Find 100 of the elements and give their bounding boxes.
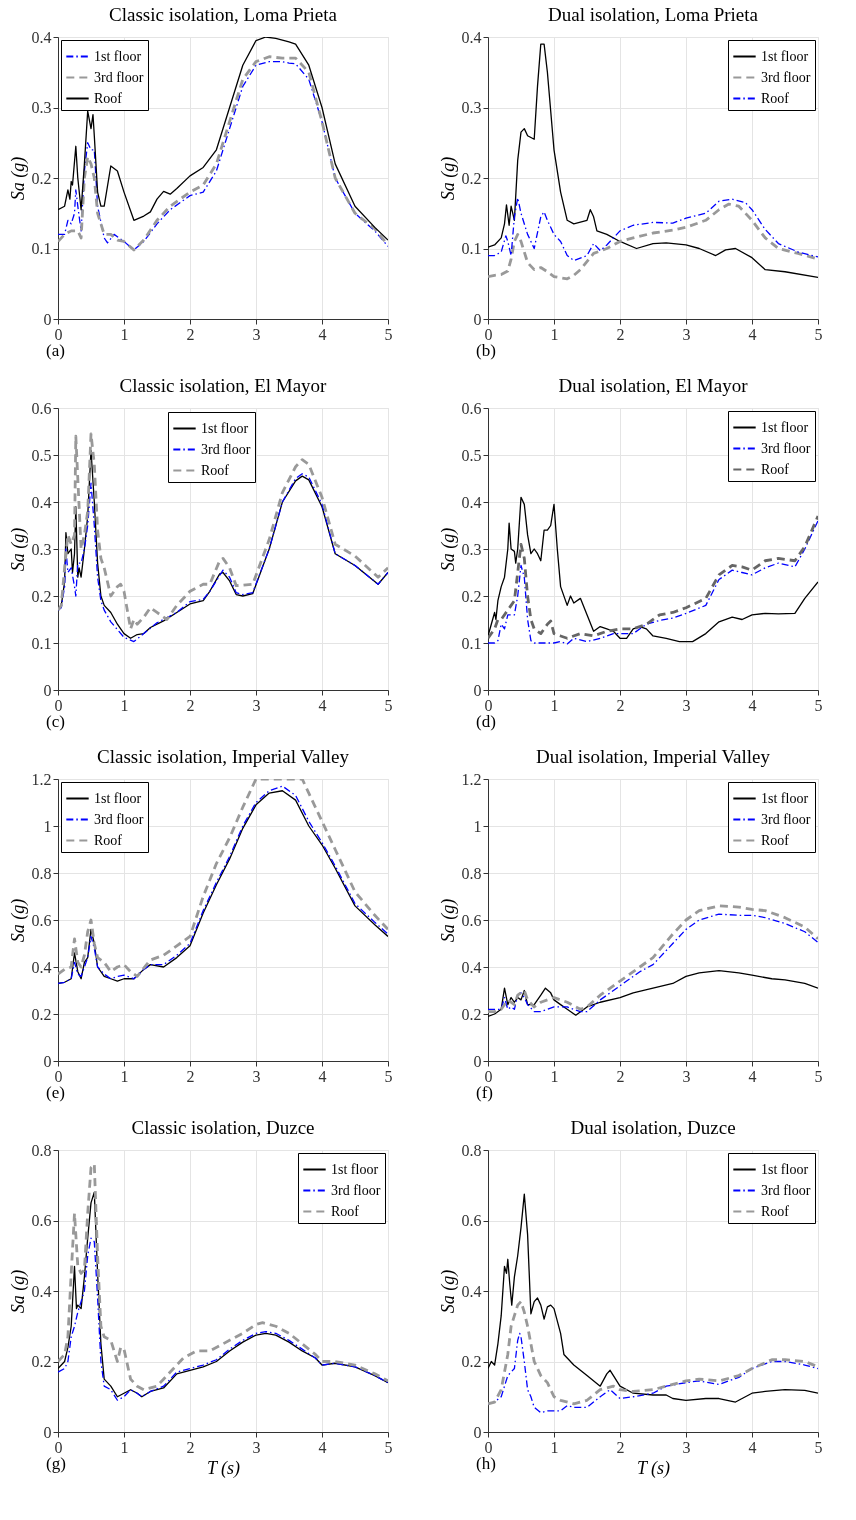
x-tick-label: 2	[616, 1438, 625, 1456]
x-axis-title: T (s)	[636, 1457, 671, 1479]
y-tick-label: 1.2	[31, 770, 52, 788]
x-tick-label: 5	[384, 325, 393, 343]
x-tick-label: 1	[550, 696, 559, 714]
y-tick-label: 0	[43, 310, 52, 328]
chart-title: Classic isolation, Duzce	[131, 1117, 315, 1138]
chart-title: Dual isolation, Duzce	[570, 1117, 736, 1138]
y-tick-label: 0.6	[461, 911, 482, 929]
y-tick-label: 0	[43, 1052, 52, 1070]
x-tick-label: 3	[682, 696, 691, 714]
y-tick-label: 0.3	[461, 540, 482, 558]
legend-label: 3rd floor	[331, 1182, 381, 1198]
y-tick-label: 0.6	[31, 911, 52, 929]
legend-label: Roof	[94, 832, 123, 848]
x-tick-label: 1	[120, 1438, 129, 1456]
line-series	[488, 197, 818, 262]
legend-label: 1st floor	[201, 420, 249, 436]
x-tick-label: 1	[120, 696, 129, 714]
x-tick-label: 1	[550, 325, 559, 343]
y-tick-label: 0.2	[461, 587, 482, 605]
y-tick-label: 0.4	[461, 1282, 482, 1300]
x-tick-label: 5	[384, 1067, 393, 1085]
text: (d)	[476, 712, 496, 731]
legend-label: Roof	[201, 462, 230, 478]
y-tick-label: 0.1	[31, 634, 52, 652]
x-tick-label: 1	[550, 1438, 559, 1456]
x-tick-label: 5	[814, 325, 823, 343]
y-tick-label: 0.1	[31, 240, 52, 257]
y-tick-label: 0.3	[461, 99, 482, 116]
x-tick-label: 3	[682, 1067, 691, 1085]
y-tick-label: 0.2	[31, 1353, 52, 1370]
y-axis-title: Sa (g)	[437, 1269, 459, 1314]
x-tick-label: 4	[748, 1438, 757, 1456]
legend-label: 3rd floor	[201, 441, 251, 457]
y-tick-label: 1	[473, 817, 482, 835]
y-tick-label: 0.4	[31, 1282, 52, 1300]
line-series	[488, 1300, 818, 1406]
legend-label: Roof	[761, 90, 790, 106]
y-tick-label: 0.2	[461, 1353, 482, 1370]
x-tick-label: 2	[616, 1067, 625, 1085]
y-tick-label: 0.3	[31, 540, 52, 558]
legend-label: 3rd floor	[761, 440, 811, 456]
y-tick-label: 1	[43, 817, 52, 835]
x-tick-label: 5	[814, 696, 823, 714]
x-tick-label: 3	[252, 696, 261, 714]
chart-title: Classic isolation, Imperial Valley	[97, 746, 350, 767]
y-tick-label: 0.2	[461, 169, 482, 187]
y-tick-label: 0.5	[461, 446, 482, 464]
y-tick-label: 0.4	[461, 493, 482, 511]
x-tick-label: 4	[748, 325, 757, 343]
x-tick-label: 4	[318, 325, 327, 343]
x-tick-label: 2	[186, 325, 195, 343]
x-tick-label: 0	[54, 1067, 63, 1085]
x-tick-label: 3	[252, 1438, 261, 1456]
legend-label: 3rd floor	[761, 1182, 811, 1198]
x-tick-label: 0	[484, 696, 493, 714]
chart-title: Classic isolation, El Mayor	[119, 375, 328, 396]
x-tick-label: 0	[484, 1438, 493, 1456]
x-tick-label: 3	[252, 1067, 261, 1085]
y-tick-label: 0.8	[31, 1141, 52, 1159]
legend-label: 3rd floor	[761, 811, 811, 827]
legend-label: Roof	[761, 461, 790, 477]
y-tick-label: 0	[473, 1423, 482, 1441]
y-tick-label: 0.2	[461, 1005, 482, 1023]
legend-label: Roof	[761, 832, 790, 848]
y-tick-label: 0.8	[31, 864, 52, 882]
legend-label: Roof	[94, 90, 123, 106]
line-series	[488, 1193, 818, 1403]
y-tick-label: 0.4	[31, 28, 52, 46]
legend-label: 3rd floor	[761, 69, 811, 85]
text: (e)	[46, 1083, 65, 1102]
legend-label: Roof	[761, 1203, 790, 1219]
y-tick-label: 0.1	[461, 634, 482, 652]
x-tick-label: 2	[186, 1438, 195, 1456]
y-tick-label: 0	[473, 681, 482, 699]
text: (g)	[46, 1454, 66, 1473]
x-tick-label: 2	[616, 325, 625, 343]
x-tick-label: 5	[814, 1067, 823, 1085]
y-axis-title: Sa (g)	[7, 1269, 29, 1314]
text: (h)	[476, 1454, 496, 1473]
x-tick-label: 4	[318, 1067, 327, 1085]
x-tick-label: 0	[484, 325, 493, 343]
y-tick-label: 0.1	[461, 240, 482, 257]
x-tick-label: 1	[550, 1067, 559, 1085]
y-tick-label: 0.4	[461, 958, 482, 976]
x-tick-label: 0	[54, 696, 63, 714]
y-tick-label: 0	[473, 1052, 482, 1070]
legend-label: 3rd floor	[94, 811, 144, 827]
y-axis-title: Sa (g)	[437, 898, 459, 943]
y-tick-label: 1.2	[461, 770, 482, 788]
y-tick-label: 0.2	[31, 169, 52, 187]
x-tick-label: 4	[318, 696, 327, 714]
legend-label: 1st floor	[761, 790, 809, 806]
line-series	[488, 969, 818, 1017]
legend-label: 1st floor	[94, 790, 142, 806]
y-axis-title: Sa (g)	[437, 527, 459, 572]
y-tick-label: 0.2	[31, 587, 52, 605]
legend-label: 1st floor	[761, 1161, 809, 1177]
y-tick-label: 0.6	[31, 1212, 52, 1229]
